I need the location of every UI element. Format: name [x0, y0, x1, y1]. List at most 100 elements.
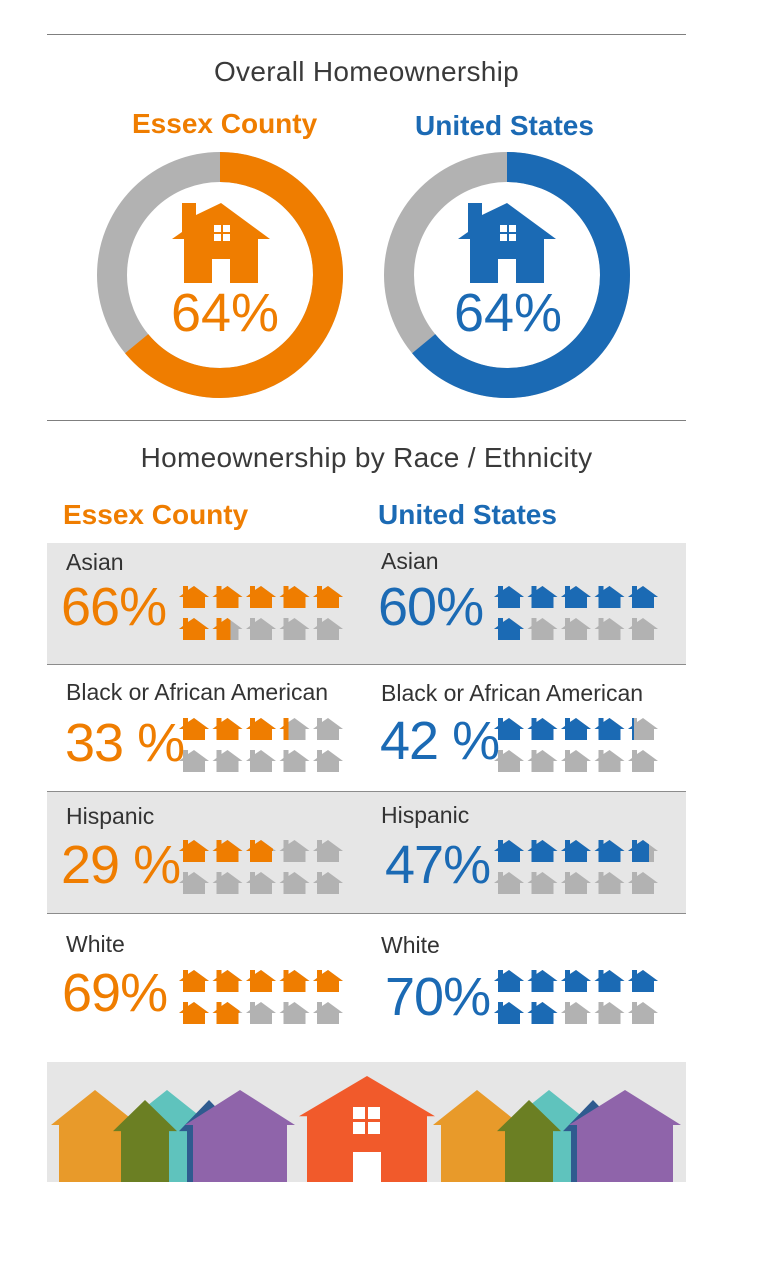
us-hispanic-house-fill [594, 840, 625, 862]
us-black-house-icon [628, 750, 658, 772]
essex-asian-house-fill [212, 618, 231, 640]
us-asian-house-icon [594, 618, 625, 640]
essex-black-house-fill [212, 718, 243, 740]
essex-hispanic-house-icon [313, 872, 343, 894]
us-black-house-fill [527, 718, 558, 740]
us-asian-house-fill [527, 586, 558, 608]
us-asian-house-fill [628, 586, 658, 608]
us-white-house-fill [494, 1002, 524, 1024]
essex-category-black: Black or African American [66, 679, 329, 705]
essex-white-house-fill [179, 1002, 209, 1024]
middle-divider [47, 420, 686, 421]
essex-black-house-icon [246, 750, 276, 772]
us-asian-house-fill [494, 586, 524, 608]
essex-hispanic-house-icon [279, 840, 310, 862]
essex-black-house-icon [212, 750, 243, 772]
essex-donut-value-arc [97, 152, 343, 398]
essex-black-house-fill [246, 718, 276, 740]
essex-hispanic-house-icon [313, 840, 343, 862]
essex-asian-house-fill [246, 586, 276, 608]
us-value-black: 42 % [380, 711, 500, 771]
race-title: Homeownership by Race / Ethnicity [140, 442, 593, 473]
us-white-house-fill [494, 970, 524, 992]
us-black-house-icon [494, 750, 524, 772]
us-white-house-fill [628, 970, 658, 992]
essex-asian-house-icon [313, 618, 343, 640]
essex-asian-house-icon [246, 618, 276, 640]
footer-house [569, 1090, 681, 1182]
race-essex-label: Essex County [63, 499, 249, 530]
us-hispanic-house-fill [527, 840, 558, 862]
essex-asian-house-fill [279, 586, 310, 608]
us-house-icon [458, 203, 556, 283]
essex-white-house-fill [212, 1002, 240, 1024]
essex-hispanic-house-fill [212, 840, 243, 862]
us-white-house-fill [527, 970, 558, 992]
essex-donut-chart [97, 152, 343, 398]
overall-essex-label: Essex County [132, 108, 318, 139]
us-white-house-icon [561, 1002, 591, 1024]
us-black-house-icon [527, 750, 558, 772]
essex-value-hispanic: 29 % [61, 835, 181, 895]
essex-category-white: White [66, 931, 125, 957]
us-hispanic-house-icon [561, 872, 591, 894]
us-donut-value-arc [384, 152, 630, 398]
essex-asian-house-fill [179, 586, 209, 608]
essex-black-house-fill [279, 718, 289, 740]
essex-black-house-fill [179, 718, 209, 740]
us-asian-house-icon [628, 618, 658, 640]
essex-value-asian: 66% [61, 577, 167, 637]
row-separator [47, 664, 686, 665]
essex-asian-house-fill [212, 586, 243, 608]
footer-house [185, 1090, 295, 1182]
us-black-house-fill [628, 718, 634, 740]
essex-asian-house-fill [313, 586, 343, 608]
essex-white-house-icon [313, 1002, 343, 1024]
us-black-house-icon [594, 750, 625, 772]
race-us-label: United States [378, 499, 557, 530]
us-hispanic-house-icon [594, 872, 625, 894]
essex-hispanic-house-fill [179, 840, 209, 862]
essex-hispanic-house-icon [212, 872, 243, 894]
us-asian-house-fill [561, 586, 591, 608]
overall-us-label: United States [415, 110, 594, 141]
essex-white-house-fill [313, 970, 343, 992]
us-white-house-fill [594, 970, 625, 992]
footer-houses-illustration [51, 1076, 681, 1182]
us-black-house-icon [628, 718, 658, 740]
essex-hispanic-house-fill [246, 840, 273, 862]
essex-overall-value: 64% [170, 283, 280, 343]
us-hispanic-house-fill [628, 840, 649, 862]
us-hispanic-house-icon [527, 872, 558, 894]
essex-black-house-icon [313, 718, 343, 740]
essex-house-icon [172, 203, 270, 283]
row-separator [47, 791, 686, 792]
essex-black-house-icon [179, 750, 209, 772]
essex-category-hispanic: Hispanic [66, 803, 155, 829]
essex-value-white: 69% [62, 963, 168, 1023]
us-asian-house-fill [594, 586, 625, 608]
us-donut-chart [384, 152, 630, 398]
footer-house [51, 1090, 139, 1182]
us-white-house-icon [594, 1002, 625, 1024]
essex-white-house-fill [179, 970, 209, 992]
essex-black-house-icon [313, 750, 343, 772]
us-value-white: 70% [385, 967, 491, 1027]
essex-white-house-fill [246, 970, 276, 992]
us-white-house-fill [561, 970, 591, 992]
us-category-asian: Asian [381, 548, 439, 574]
us-asian-house-icon [527, 618, 558, 640]
us-hispanic-house-fill [494, 840, 524, 862]
us-white-house-icon [628, 1002, 658, 1024]
us-black-house-fill [494, 718, 524, 740]
essex-asian-house-icon [279, 618, 310, 640]
us-black-house-icon [561, 750, 591, 772]
essex-hispanic-house-icon [179, 872, 209, 894]
footer-house-window [353, 1107, 365, 1119]
essex-white-house-fill [212, 970, 243, 992]
footer-house-door [353, 1152, 381, 1182]
us-hispanic-house-icon [628, 872, 658, 894]
us-asian-house-fill [494, 618, 524, 640]
footer-house-window [368, 1107, 380, 1119]
